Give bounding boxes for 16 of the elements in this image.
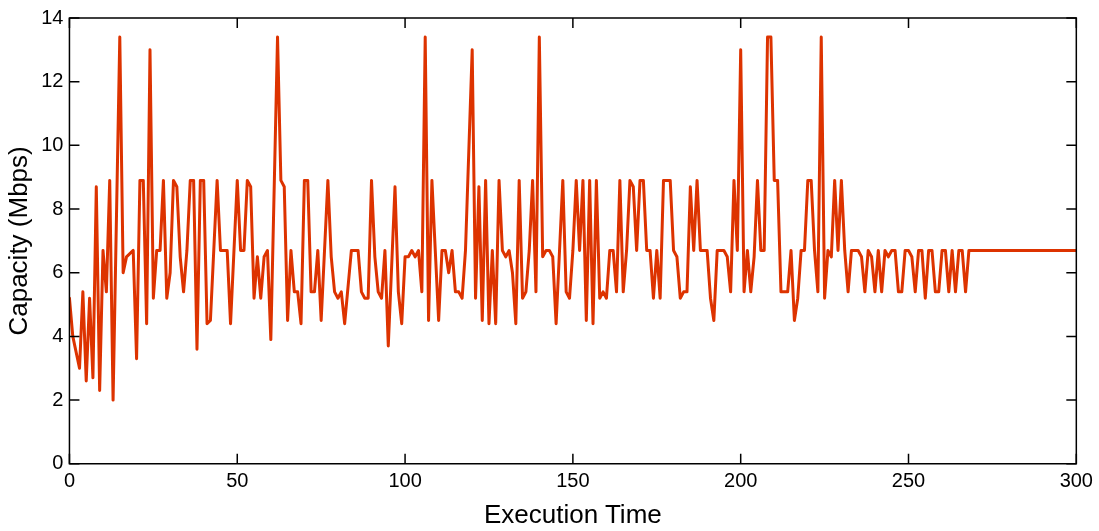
- y-tick-label: 4: [52, 323, 64, 346]
- x-tick-label: 300: [1059, 469, 1093, 492]
- x-tick-label: 150: [556, 469, 590, 492]
- y-tick-label: 12: [41, 69, 64, 92]
- x-tick-label: 250: [891, 469, 926, 492]
- y-tick-label: 6: [52, 260, 64, 283]
- y-tick-label: 14: [41, 5, 64, 28]
- x-axis-title: Execution Time: [484, 498, 662, 529]
- x-tick-label: 50: [226, 469, 249, 492]
- x-tick-label: 200: [724, 469, 758, 492]
- y-axis-title: Capacity (Mbps): [2, 146, 33, 336]
- y-tick-label: 0: [52, 451, 64, 474]
- y-tick-label: 8: [52, 196, 64, 219]
- y-tick-label: 10: [41, 132, 64, 155]
- x-tick-label: 100: [388, 469, 422, 492]
- y-tick-label: 2: [52, 387, 64, 410]
